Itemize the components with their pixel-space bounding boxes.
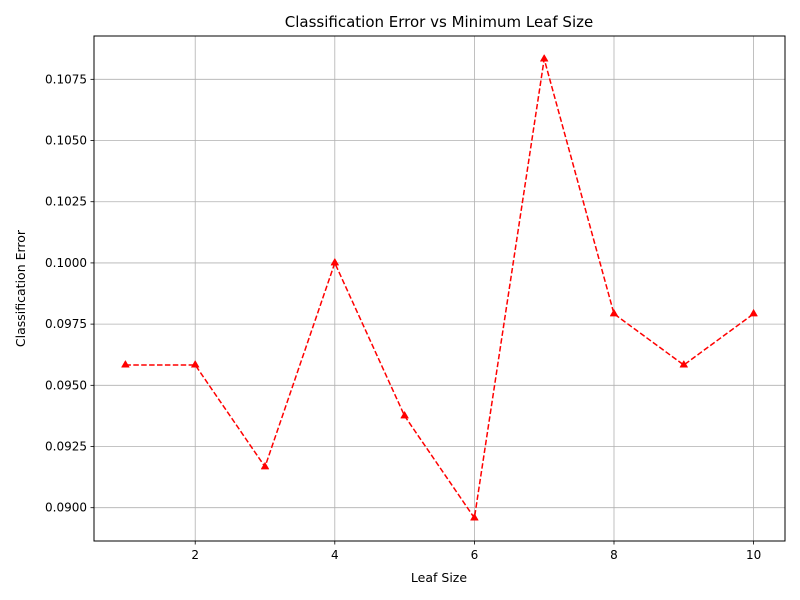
x-tick-label: 8 [610,548,618,562]
x-tick-label: 2 [191,548,199,562]
series-layer [121,54,758,521]
y-tick-label: 0.0925 [45,440,87,454]
y-tick-label: 0.0900 [45,501,87,515]
x-tick-label: 4 [331,548,339,562]
data-point-marker [400,410,409,419]
plot-frame [93,35,786,542]
y-tick-label: 0.1025 [45,195,87,209]
data-point-marker [679,359,689,368]
data-point-marker [749,308,758,317]
data-point-marker [190,359,200,368]
y-tick-label: 0.1050 [45,134,87,148]
series-line [125,58,755,520]
y-tick-label: 0.1000 [45,256,87,270]
data-point-marker [539,54,549,62]
data-point-marker [470,512,479,521]
data-point-marker [330,257,340,266]
x-tick-label: 6 [471,548,479,562]
x-axis-label: Leaf Size [411,570,467,585]
tick-layer: 2 4 6 8 10 0.0900 0.0925 0.0950 0.0975 0.1000 0.10… [45,72,761,562]
data-point-marker [260,461,270,470]
y-tick-label: 0.0975 [45,317,87,331]
y-axis-label: Classification Error [13,229,28,347]
y-tick-label: 0.0950 [45,378,87,392]
x-tick-label: 10 [746,548,761,562]
data-point-marker [609,308,619,317]
grid-layer [94,36,785,541]
y-tick-label: 0.1075 [45,72,87,86]
chart-title: Classification Error vs Minimum Leaf Siz… [285,13,593,31]
data-point-marker [121,359,130,368]
